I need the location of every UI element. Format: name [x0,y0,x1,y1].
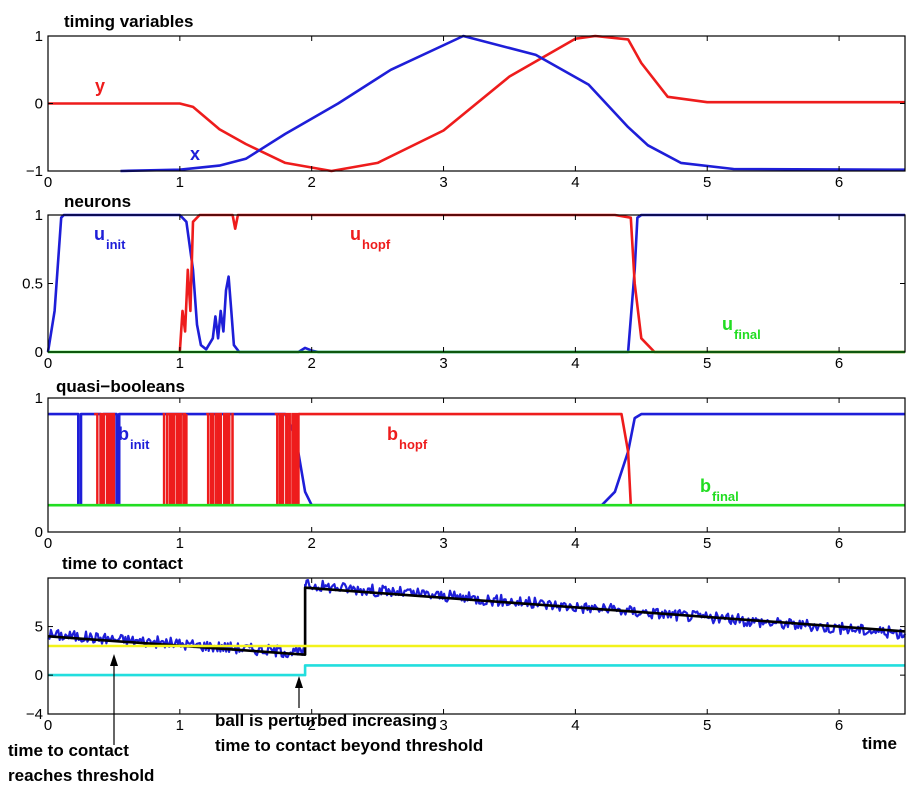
panel-quasi-booleans: quasi−booleans 0 1 2 3 4 5 6 1 0 b init b hopf b… [35,377,906,552]
annotation-threshold: time to contact reaches threshold [8,654,154,785]
y-tick-label: 0 [35,96,43,113]
x-tick-label: 6 [835,535,843,552]
series-line-blue [47,579,906,659]
x-tick-label: 5 [703,355,711,372]
axes-frame [47,214,906,353]
x-tick-label: 4 [571,717,579,734]
label-main: u [722,314,733,334]
x-tick-label: 0 [44,535,52,552]
x-tick-label: 4 [571,535,579,552]
y-tick-label: 5 [35,619,43,636]
y-tick-label: −1 [26,163,43,180]
label-x: x [190,144,200,164]
label-b-hopf: b hopf [387,424,428,452]
arrow-head [295,676,303,688]
annotation-line: time to contact [8,741,129,760]
x-tick-label: 1 [176,355,184,372]
series-line-blue [46,213,905,354]
x-tick-label: 1 [176,717,184,734]
panel-title: neurons [64,192,131,211]
x-tick-label: 2 [308,174,316,191]
y-tick-label: 1 [35,390,43,407]
x-tick-label: 5 [703,174,711,191]
annotation-line: ball is perturbed increasing [215,711,437,730]
axes-frame [47,397,906,533]
label-sub: init [130,437,150,452]
label-sub: hopf [399,437,428,452]
x-tick-label: 2 [308,355,316,372]
annotation-line: time to contact beyond threshold [215,736,483,755]
label-main: u [350,224,361,244]
series-line-cyan [48,664,905,677]
x-tick-label: 5 [703,717,711,734]
label-main: b [700,476,711,496]
panel-title: quasi−booleans [56,377,185,396]
x-tick-label: 1 [176,174,184,191]
panel-neurons: neurons 0 1 2 3 4 5 6 1 0.5 0 u init u hopf u fin… [22,192,906,372]
label-sub: hopf [362,237,391,252]
x-tick-label: 6 [835,174,843,191]
label-u-hopf: u hopf [350,224,391,252]
label-sub: init [106,237,126,252]
plot-area [46,213,905,354]
x-tick-label: 0 [44,174,52,191]
panel-title: time to contact [62,554,183,573]
plot-area [47,579,906,677]
label-u-init: u init [94,224,126,252]
y-tick-label: 0 [35,667,43,684]
series-line-red [178,213,905,354]
label-b-final: b final [700,476,739,504]
tick-labels: 0 1 2 3 4 5 650−4 [26,578,905,734]
series-line-red [48,34,905,173]
label-u-final: u final [722,314,761,342]
x-tick-label: 1 [176,535,184,552]
annotation-perturbation: ball is perturbed increasing time to con… [215,676,483,755]
label-main: b [118,424,129,444]
plot-area [48,412,905,507]
x-tick-label: 3 [439,355,447,372]
tick-labels: 0 1 2 3 4 5 6 1 0 [35,390,905,552]
y-tick-label: 0 [35,524,43,541]
y-tick-label: 1 [35,207,43,224]
x-tick-label: 3 [439,174,447,191]
x-tick-label: 6 [835,355,843,372]
label-sub: final [712,489,739,504]
y-tick-label: 0 [35,344,43,361]
series-burst [162,412,188,507]
x-tick-label: 0 [44,355,52,372]
label-main: u [94,224,105,244]
x-tick-label: 5 [703,535,711,552]
series-line-red [298,412,633,506]
series-burst [274,412,300,507]
y-tick-label: 0.5 [22,276,43,293]
x-tick-label: 2 [308,535,316,552]
x-axis-label: time [862,734,897,753]
panel-time-to-contact: time to contact 0 1 2 3 4 5 650−4 time time to… [8,554,906,785]
x-tick-label: 4 [571,174,579,191]
panel-title: timing variables [64,12,193,31]
tick-labels: 0 1 2 3 4 5 610−1 [26,28,905,191]
series-burst [206,412,234,507]
label-main: b [387,424,398,444]
x-tick-label: 3 [439,535,447,552]
axes-frame [47,577,906,715]
y-tick-label: −4 [26,706,43,723]
series-burst [94,412,116,507]
tick-labels: 0 1 2 3 4 5 6 1 0.5 0 [22,207,905,372]
label-sub: final [734,327,761,342]
label-y: y [95,76,105,96]
x-tick-label: 4 [571,355,579,372]
annotation-line: reaches threshold [8,766,154,785]
panel-timing-variables: timing variables 0 1 2 3 4 5 610−1 y x [26,12,906,191]
plot-area [48,34,906,173]
arrow-head [110,654,118,666]
x-tick-label: 3 [439,717,447,734]
label-b-init: b init [118,424,150,452]
x-tick-label: 2 [308,717,316,734]
y-tick-label: 1 [35,28,43,45]
x-tick-label: 6 [835,717,843,734]
x-tick-label: 0 [44,717,52,734]
